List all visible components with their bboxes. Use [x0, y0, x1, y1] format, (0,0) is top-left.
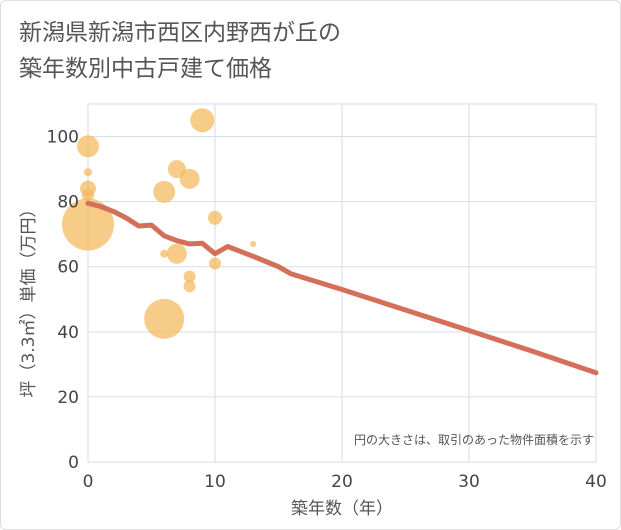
bubble — [62, 198, 114, 251]
y-tick-label: 20 — [57, 388, 79, 408]
y-tick-label: 40 — [57, 323, 79, 343]
y-tick-label: 0 — [68, 453, 79, 473]
bubble — [82, 189, 94, 202]
bubble — [84, 168, 92, 177]
bubble-size-note: 円の大きさは、取引のあった物件面積を示す — [354, 432, 594, 447]
y-axis-ticks: 0 20 40 60 80 100 — [47, 128, 79, 473]
bubble — [179, 168, 200, 189]
bubble — [190, 108, 215, 133]
chart-title: 新潟県新潟市西区内野西が丘の 築年数別中古戸建て価格 — [19, 15, 341, 87]
bubble — [208, 210, 222, 225]
bubble — [250, 240, 257, 247]
bubble-layer — [62, 108, 257, 339]
bubble — [77, 135, 99, 158]
bubble — [166, 243, 187, 264]
bubble — [153, 180, 176, 203]
chart-title-line-2: 築年数別中古戸建て価格 — [19, 56, 272, 82]
bubble — [183, 270, 196, 283]
trend-line — [85, 200, 599, 376]
bubble — [183, 280, 196, 293]
x-tick-label: 30 — [458, 472, 480, 492]
x-tick-label: 0 — [83, 472, 94, 492]
x-tick-label: 10 — [204, 472, 226, 492]
grid-lines — [87, 103, 597, 463]
y-tick-label: 80 — [57, 193, 79, 213]
y-tick-label: 100 — [47, 128, 79, 148]
y-axis-label: 坪（3.3㎡）単価（万円） — [19, 200, 39, 397]
x-tick-label: 20 — [331, 472, 353, 492]
x-axis-label: 築年数（年） — [291, 499, 393, 519]
x-tick-label: 40 — [585, 472, 607, 492]
x-axis-ticks: 0 10 20 30 40 — [83, 472, 607, 492]
bubble — [144, 298, 185, 339]
bubble — [209, 257, 221, 270]
y-tick-label: 60 — [57, 258, 79, 278]
bubble — [160, 249, 169, 258]
chart-title-line-1: 新潟県新潟市西区内野西が丘の — [19, 20, 341, 46]
